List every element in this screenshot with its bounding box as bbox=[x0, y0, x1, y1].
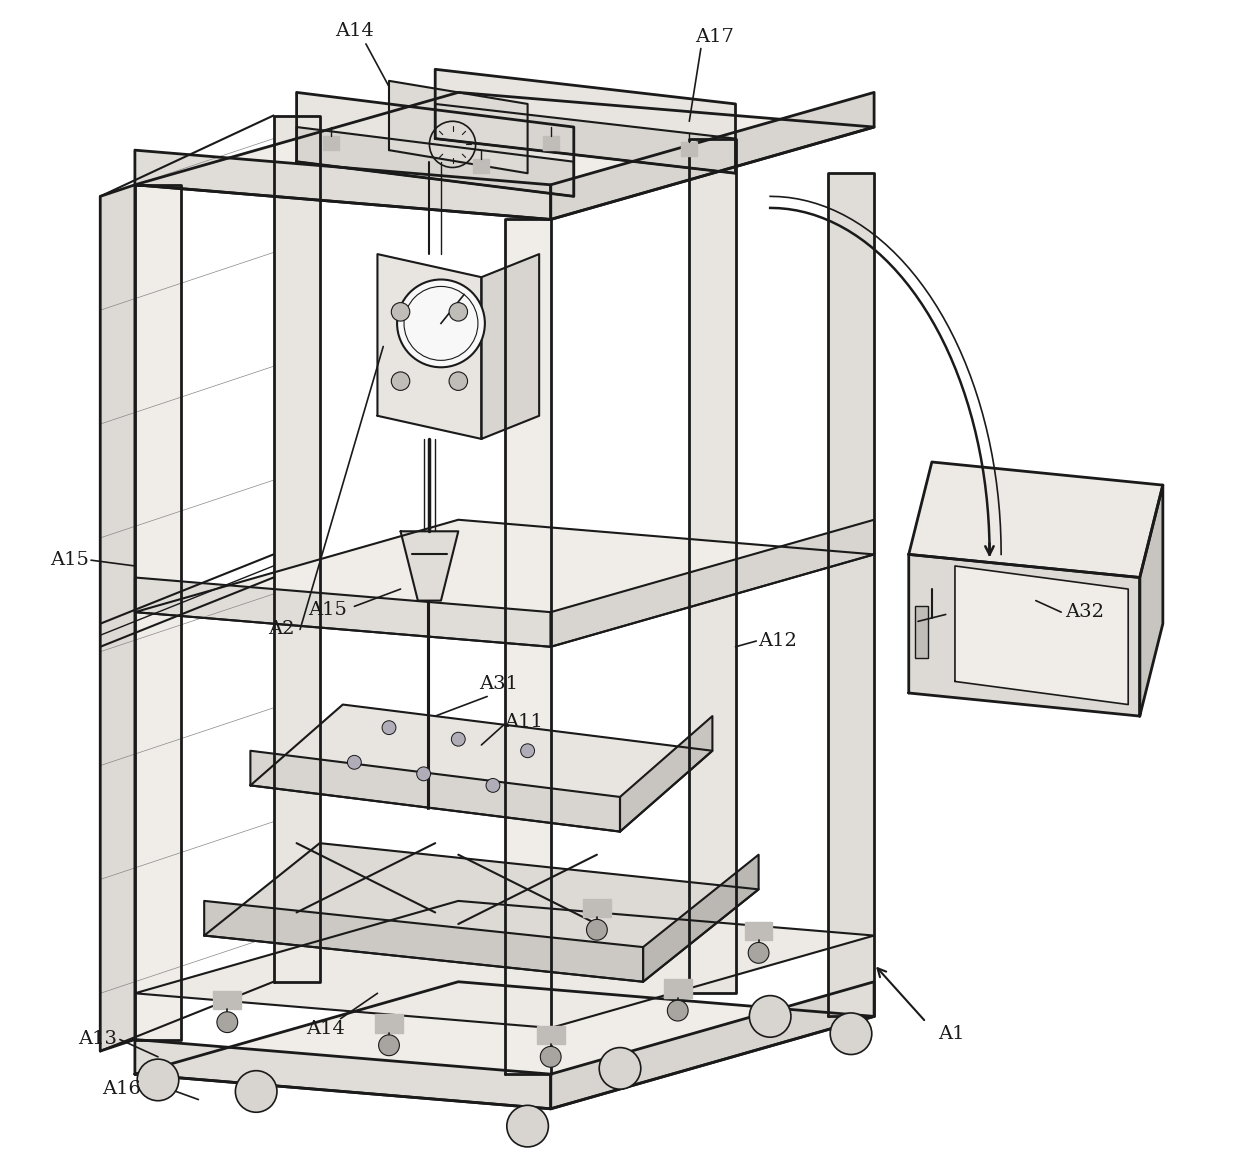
Circle shape bbox=[507, 1105, 548, 1147]
Circle shape bbox=[599, 1048, 641, 1089]
Polygon shape bbox=[505, 219, 551, 1074]
Circle shape bbox=[236, 1071, 277, 1112]
Bar bbox=[681, 142, 697, 156]
Polygon shape bbox=[100, 185, 135, 1051]
Bar bbox=[324, 136, 340, 150]
Polygon shape bbox=[828, 173, 874, 1016]
Polygon shape bbox=[135, 578, 551, 647]
Bar bbox=[474, 159, 490, 173]
Circle shape bbox=[749, 996, 791, 1037]
Polygon shape bbox=[551, 982, 874, 1109]
Polygon shape bbox=[909, 554, 1140, 716]
Text: A12: A12 bbox=[759, 632, 797, 650]
Polygon shape bbox=[435, 69, 735, 173]
Circle shape bbox=[392, 303, 409, 321]
Polygon shape bbox=[135, 1040, 551, 1109]
Bar bbox=[663, 979, 692, 998]
Polygon shape bbox=[377, 254, 481, 439]
Polygon shape bbox=[135, 520, 874, 647]
Polygon shape bbox=[401, 531, 459, 601]
Polygon shape bbox=[955, 566, 1128, 705]
Bar bbox=[915, 606, 929, 658]
Text: A1: A1 bbox=[937, 1024, 965, 1043]
Polygon shape bbox=[250, 705, 713, 832]
Polygon shape bbox=[551, 92, 874, 219]
Text: A15: A15 bbox=[309, 601, 347, 619]
Circle shape bbox=[378, 1035, 399, 1056]
Bar bbox=[543, 136, 559, 150]
Polygon shape bbox=[135, 185, 181, 1040]
Polygon shape bbox=[689, 139, 735, 993]
Bar bbox=[583, 899, 611, 917]
Circle shape bbox=[382, 721, 396, 735]
Text: A31: A31 bbox=[479, 675, 518, 693]
Circle shape bbox=[521, 744, 534, 758]
Circle shape bbox=[541, 1046, 560, 1067]
Polygon shape bbox=[135, 901, 874, 1028]
Bar bbox=[213, 991, 241, 1009]
Text: A32: A32 bbox=[1065, 603, 1104, 621]
Circle shape bbox=[138, 1059, 179, 1101]
Bar bbox=[537, 1026, 564, 1044]
Circle shape bbox=[748, 942, 769, 963]
Bar bbox=[376, 1014, 403, 1033]
Circle shape bbox=[449, 303, 467, 321]
Polygon shape bbox=[274, 116, 320, 982]
Text: A13: A13 bbox=[78, 1030, 118, 1049]
Polygon shape bbox=[481, 254, 539, 439]
Text: A11: A11 bbox=[505, 713, 543, 731]
Polygon shape bbox=[551, 520, 874, 647]
Text: A14: A14 bbox=[335, 22, 373, 40]
Circle shape bbox=[667, 1000, 688, 1021]
Polygon shape bbox=[1140, 485, 1163, 716]
Circle shape bbox=[831, 1013, 872, 1055]
Circle shape bbox=[451, 732, 465, 746]
Circle shape bbox=[417, 767, 430, 781]
Polygon shape bbox=[644, 855, 759, 982]
Text: A14: A14 bbox=[306, 1020, 345, 1038]
Text: A17: A17 bbox=[696, 28, 734, 46]
Polygon shape bbox=[135, 92, 874, 219]
Polygon shape bbox=[620, 716, 713, 832]
Polygon shape bbox=[205, 901, 644, 982]
Text: A16: A16 bbox=[102, 1080, 140, 1098]
Circle shape bbox=[392, 372, 409, 390]
Circle shape bbox=[449, 372, 467, 390]
Polygon shape bbox=[909, 462, 1163, 578]
Text: A15: A15 bbox=[50, 551, 89, 569]
Polygon shape bbox=[250, 751, 620, 832]
Circle shape bbox=[486, 778, 500, 792]
Bar bbox=[745, 922, 773, 940]
Polygon shape bbox=[435, 104, 735, 173]
Circle shape bbox=[347, 755, 361, 769]
Polygon shape bbox=[389, 81, 527, 173]
Text: A2: A2 bbox=[268, 620, 294, 639]
Circle shape bbox=[397, 280, 485, 367]
Polygon shape bbox=[135, 982, 874, 1109]
Circle shape bbox=[587, 919, 608, 940]
Polygon shape bbox=[205, 843, 759, 982]
Polygon shape bbox=[135, 150, 551, 219]
Circle shape bbox=[217, 1012, 238, 1033]
Polygon shape bbox=[296, 92, 574, 196]
Polygon shape bbox=[296, 127, 574, 196]
